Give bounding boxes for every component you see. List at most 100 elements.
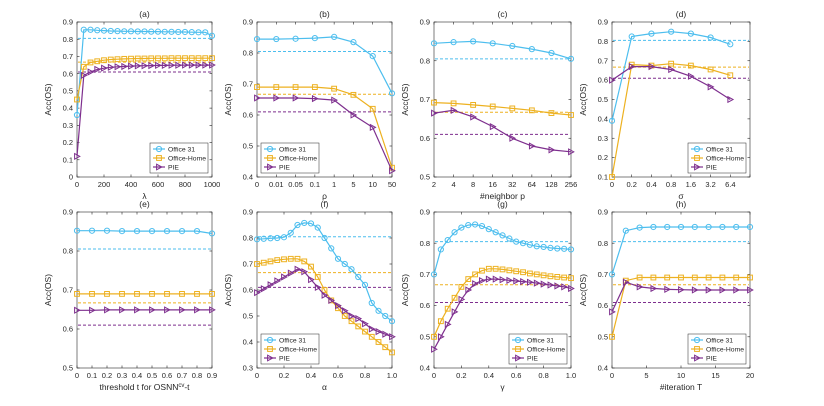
y-tick-label: 0.1 (63, 155, 73, 164)
legend: Office 31 Office-Home PIE (687, 333, 747, 365)
data-point-office31 (668, 28, 675, 35)
panel-title: (e) (139, 199, 150, 209)
y-tick-label: 0.4 (598, 364, 608, 373)
panel-title: (c) (498, 9, 508, 19)
legend-marker-officehome (515, 346, 521, 352)
data-point-pie (74, 306, 81, 314)
data-point-office31 (193, 228, 201, 235)
data-point-officehome (450, 100, 457, 107)
data-point-office31 (334, 255, 342, 262)
data-point-officehome (74, 96, 80, 103)
data-point-office31 (202, 29, 209, 36)
data-point-office31 (528, 46, 535, 53)
data-point-office31 (707, 34, 714, 41)
x-tick-label: 0.1 (87, 371, 97, 380)
y-tick-label: 0.7 (598, 270, 608, 279)
data-point-officehome (94, 58, 101, 65)
y-axis-label: Acc(OS) (43, 274, 53, 306)
data-point-pie (328, 296, 336, 305)
data-point-pie (568, 284, 575, 293)
y-tick-label: 0.8 (63, 35, 73, 44)
data-point-officehome (465, 276, 472, 282)
x-tick-label: 2 (432, 180, 436, 189)
data-point-officehome (691, 274, 698, 281)
data-point-pie (182, 61, 189, 69)
data-point-officehome (636, 274, 643, 281)
y-tick-label: 0.6 (243, 111, 253, 120)
data-point-officehome (74, 291, 80, 297)
data-point-officehome (121, 55, 128, 62)
data-point-pie (527, 278, 534, 286)
data-point-office31 (733, 223, 740, 231)
y-tick-label: 0.7 (243, 80, 253, 89)
data-point-office31 (567, 55, 575, 62)
data-point-officehome (308, 263, 314, 270)
series-line-office31 (257, 36, 393, 94)
data-point-officehome (195, 55, 202, 62)
data-point-pie (121, 62, 129, 71)
data-point-pie (134, 62, 142, 70)
y-tick-label: 0.3 (243, 364, 253, 373)
data-point-office31 (451, 229, 458, 236)
data-point-officehome (168, 55, 175, 62)
data-point-office31 (127, 28, 135, 35)
data-point-pie (719, 286, 727, 294)
data-point-office31 (348, 266, 355, 273)
data-point-pie (533, 279, 541, 287)
data-point-officehome (540, 272, 547, 279)
data-point-officehome (134, 55, 141, 62)
data-point-officehome (175, 55, 182, 62)
data-point-pie (355, 314, 363, 323)
series-line-pie (611, 281, 750, 313)
data-point-office31 (382, 312, 389, 320)
data-point-office31 (519, 240, 527, 247)
data-point-officehome (705, 274, 712, 281)
data-point-pie (341, 307, 349, 315)
data-point-office31 (188, 29, 195, 36)
data-point-officehome (568, 112, 574, 118)
data-point-officehome (260, 259, 267, 266)
data-point-officehome (119, 291, 125, 297)
data-point-office31 (458, 224, 465, 231)
data-point-officehome (350, 91, 357, 98)
data-point-officehome (292, 84, 299, 90)
data-point-officehome (499, 266, 506, 273)
x-tick-label: 0.4 (132, 371, 142, 380)
panel-title: (b) (319, 9, 330, 19)
data-point-pie (254, 288, 261, 297)
data-point-officehome (431, 333, 437, 340)
data-point-office31 (727, 41, 734, 48)
data-point-office31 (274, 234, 281, 242)
data-point-officehome (273, 84, 280, 90)
data-point-office31 (437, 246, 444, 253)
data-point-office31 (506, 235, 513, 242)
y-tick-label: 0.9 (63, 18, 73, 27)
data-point-officehome (341, 313, 348, 319)
legend-entry-office31: Office 31 (279, 146, 306, 153)
data-point-officehome (650, 274, 657, 281)
panel-title: (g) (497, 199, 508, 209)
data-point-office31 (509, 42, 516, 50)
x-tick-label: 0.05 (288, 180, 303, 189)
legend-entry-officehome: Office-Home (706, 155, 744, 162)
data-point-pie (479, 277, 486, 285)
legend-entry-pie: PIE (168, 164, 179, 171)
data-point-office31 (430, 40, 438, 47)
data-point-pie (561, 283, 569, 291)
data-point-office31 (87, 26, 94, 33)
data-point-officehome (80, 63, 87, 70)
data-point-pie (458, 295, 466, 303)
x-tick-label: 0.6 (333, 371, 343, 380)
data-point-office31 (492, 229, 499, 236)
data-point-office31 (540, 243, 547, 251)
y-axis-label: Acc(OS) (400, 274, 410, 306)
y-tick-label: 0.5 (243, 312, 253, 321)
data-point-office31 (321, 234, 328, 242)
data-point-officehome (489, 103, 496, 110)
data-point-pie (119, 306, 126, 314)
data-point-officehome (458, 283, 465, 290)
x-tick-label: 0 (610, 371, 614, 380)
data-point-officehome (389, 349, 395, 356)
data-point-officehome (548, 110, 555, 116)
data-point-pie (94, 65, 102, 73)
